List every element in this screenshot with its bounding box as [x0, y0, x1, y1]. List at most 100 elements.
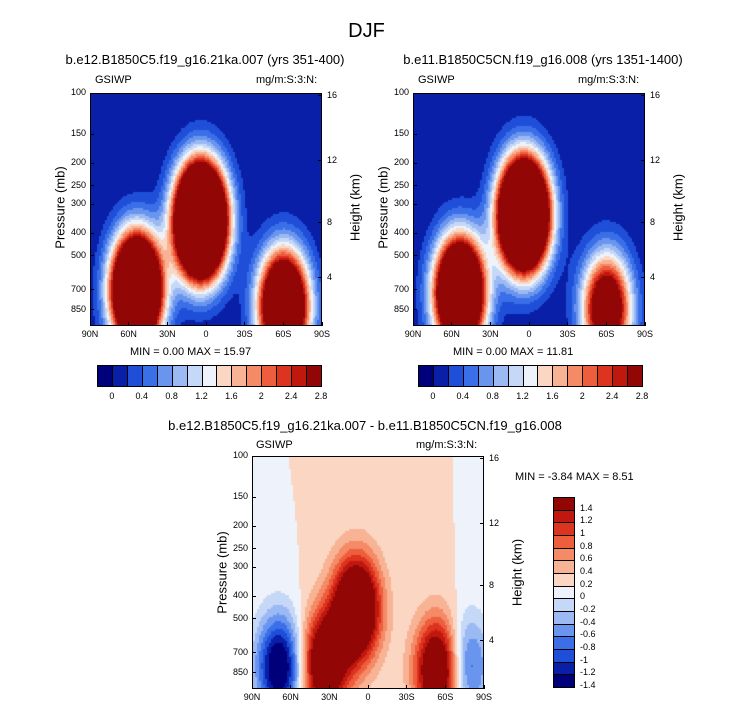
y-tick-label: 100 [232, 450, 248, 460]
y-right-tick-label: 8 [489, 579, 495, 590]
x-tick-mark [290, 685, 292, 689]
panel-2-ylabel-right: Height (km) [670, 173, 686, 242]
x-tick-label: 90N [81, 329, 99, 339]
y-tick-label: 100 [393, 87, 409, 97]
x-tick-label: 90N [404, 329, 422, 339]
colorbar-label: -0.8 [580, 642, 596, 652]
y-tick-mark [252, 455, 256, 457]
colorbar-box [492, 365, 509, 387]
colorbar-box [553, 560, 575, 574]
y-right-tick-mark [318, 222, 322, 224]
y-tick-mark [413, 162, 417, 164]
x-tick-mark [89, 322, 91, 326]
colorbar-box [553, 623, 575, 638]
colorbar-box [553, 509, 575, 524]
colorbar-box [553, 649, 575, 663]
colorbar-box [553, 661, 575, 676]
colorbar-label: 0 [580, 591, 586, 602]
panel-1-variable-label: GSIWP [95, 74, 132, 86]
colorbar-label: 1.6 [546, 391, 559, 401]
colorbar-box [537, 365, 554, 387]
colorbar-box [553, 598, 575, 612]
y-right-tick-mark [318, 277, 322, 279]
panel-1-plot-area [90, 93, 322, 326]
x-tick-mark [367, 685, 369, 689]
y-tick-label: 700 [232, 646, 248, 657]
colorbar-label: 2.4 [284, 391, 298, 401]
y-tick-label: 200 [232, 520, 248, 531]
x-tick-label: 90N [243, 692, 261, 702]
y-tick-label: 850 [393, 303, 409, 314]
y-right-tick-mark [480, 585, 484, 587]
x-tick-mark [406, 685, 408, 689]
panel-3-stats: MIN = -3.84 MAX = 8.51 [515, 471, 634, 483]
colorbar-box [156, 365, 173, 387]
panel-2-heatmap [414, 94, 644, 325]
x-tick-mark [244, 322, 246, 326]
y-tick-mark [413, 255, 417, 257]
y-tick-label: 250 [393, 179, 409, 190]
x-tick-label: 0 [365, 692, 371, 702]
y-right-tick-mark [641, 95, 645, 97]
y-tick-label: 300 [70, 198, 86, 209]
x-tick-label: 60N [120, 329, 137, 339]
y-right-tick-label: 4 [650, 271, 656, 282]
panel-2-units-label: mg/m:S:3:N: [578, 74, 640, 86]
y-right-tick-mark [641, 160, 645, 162]
panel-1-colorbar [97, 365, 322, 387]
y-tick-mark [413, 232, 417, 234]
figure-title: DJF [348, 20, 385, 42]
x-tick-mark [412, 322, 414, 326]
colorbar-label: 0.4 [580, 566, 593, 576]
y-tick-label: 150 [70, 128, 86, 139]
y-tick-label: 400 [232, 590, 248, 601]
y-right-tick-mark [641, 222, 645, 224]
x-tick-mark [451, 322, 453, 326]
colorbar-box [553, 573, 575, 587]
x-tick-mark [444, 685, 446, 689]
y-tick-label: 300 [232, 561, 248, 572]
y-tick-mark [252, 496, 256, 498]
colorbar-box [246, 365, 263, 387]
panel-1-ylabel-right: Height (km) [347, 173, 363, 242]
colorbar-label: 2 [579, 391, 585, 401]
colorbar-label: 0.8 [165, 391, 178, 401]
panel-1-colorbar-boxes [97, 365, 322, 387]
panel-2-plot-area [413, 93, 645, 326]
x-tick-mark [128, 322, 130, 326]
colorbar-box [291, 365, 308, 387]
colorbar-box [627, 365, 643, 387]
colorbar-box [261, 365, 278, 387]
y-tick-mark [413, 185, 417, 187]
colorbar-box [553, 535, 575, 549]
y-right-tick-label: 8 [650, 216, 656, 227]
y-tick-mark [252, 595, 256, 597]
panel-2-colorbar-boxes [418, 365, 643, 387]
colorbar-box [553, 674, 575, 688]
colorbar-label: 1 [580, 528, 586, 538]
x-tick-label: 60N [443, 329, 460, 339]
colorbar-box [432, 365, 449, 387]
y-tick-label: 850 [232, 666, 248, 677]
panel-1-units-label: mg/m:S:3:N: [256, 74, 318, 86]
panel-3-ylabel-right: Height (km) [509, 538, 525, 607]
colorbar-label: -1.2 [580, 667, 596, 678]
colorbar-label: -0.4 [580, 616, 596, 627]
colorbar-box [306, 365, 322, 387]
y-tick-label: 500 [393, 249, 409, 260]
colorbar-label: 0 [430, 391, 436, 401]
colorbar-box [507, 365, 524, 387]
y-tick-mark [90, 255, 94, 257]
panel-1-heatmap [91, 94, 321, 325]
y-right-tick-mark [318, 95, 322, 97]
panel-3-variable-label: GSIWP [256, 439, 293, 451]
x-tick-label: 60N [282, 692, 299, 702]
y-tick-mark [252, 548, 256, 550]
panel-2-variable-label: GSIWP [418, 74, 455, 86]
colorbar-label: 0.4 [135, 391, 149, 401]
x-tick-label: 30S [236, 329, 253, 339]
colorbar-label: 0.4 [456, 391, 470, 401]
y-tick-mark [90, 309, 94, 311]
colorbar-box [522, 365, 539, 387]
x-tick-label: 90S [313, 329, 330, 339]
